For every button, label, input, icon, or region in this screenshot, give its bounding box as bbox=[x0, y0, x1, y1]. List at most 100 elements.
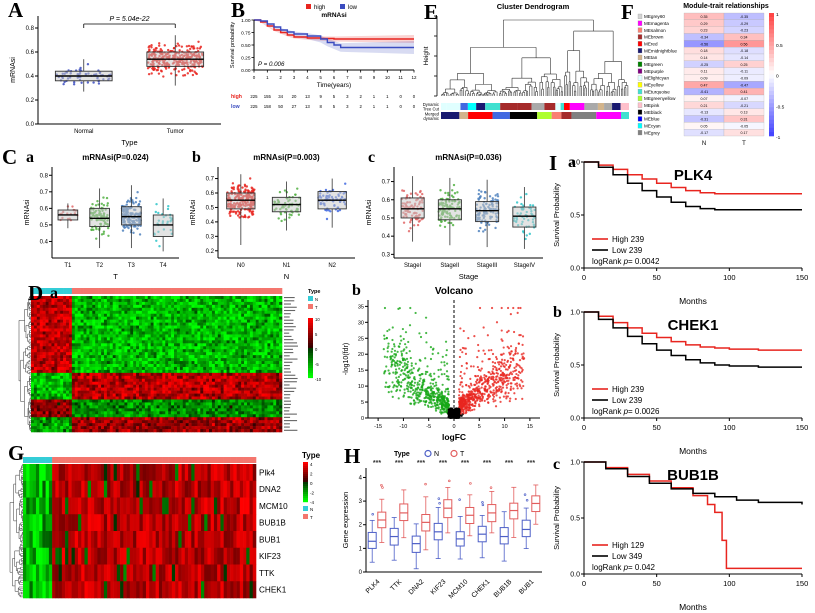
panel-C-boxplot-T: 0.4 0.5 0.6 0.7 0.8 mRNAsi mRNAsi(P=0.024) T1 T2… bbox=[20, 150, 184, 282]
svg-text:0.50: 0.50 bbox=[241, 43, 251, 49]
svg-text:MEtan: MEtan bbox=[644, 55, 658, 60]
svg-text:-0.25: -0.25 bbox=[700, 63, 708, 67]
svg-text:Normal: Normal bbox=[74, 129, 93, 135]
svg-text:-0.23: -0.23 bbox=[740, 29, 748, 33]
svg-text:0.5: 0.5 bbox=[776, 43, 783, 49]
svg-text:0.3: 0.3 bbox=[206, 234, 215, 240]
sub-label-I-a: a bbox=[568, 154, 576, 171]
svg-text:-0.5: -0.5 bbox=[776, 104, 785, 110]
panel-label-C: C bbox=[2, 145, 18, 169]
svg-text:mRNAsi: mRNAsi bbox=[190, 199, 197, 225]
svg-text:-0.09: -0.09 bbox=[740, 77, 748, 81]
svg-text:MEgreenyellow: MEgreenyellow bbox=[644, 96, 676, 101]
svg-text:-0.05: -0.05 bbox=[740, 124, 748, 128]
chart-F-module-trait-heatmap: Module-trait relationships MEgrey60 0.35 -0… bbox=[637, 3, 785, 147]
svg-text:MEgrey: MEgrey bbox=[644, 130, 661, 135]
svg-text:N: N bbox=[702, 141, 706, 147]
panel-B-survival: high low mRNAsi 0.00 0.25 0.50 0.75 1.00 Surviva… bbox=[228, 0, 420, 152]
svg-text:MEbrown: MEbrown bbox=[644, 35, 664, 40]
svg-text:low: low bbox=[231, 104, 241, 110]
svg-text:MEturquoise: MEturquoise bbox=[644, 89, 670, 94]
chart-G-gene-heatmap: Plk4DNA2MCM10BUB1BBUB1KIF23TTKCHEK1Type4… bbox=[9, 451, 321, 599]
panel-label-B: B bbox=[231, 0, 246, 22]
svg-text:1: 1 bbox=[373, 94, 376, 99]
svg-text:0.17: 0.17 bbox=[741, 131, 748, 135]
svg-text:0.34: 0.34 bbox=[741, 36, 748, 40]
svg-text:T4: T4 bbox=[160, 263, 168, 269]
svg-text:P = 0.006: P = 0.006 bbox=[258, 61, 285, 68]
svg-text:155: 155 bbox=[264, 94, 272, 99]
svg-text:0: 0 bbox=[253, 75, 256, 80]
svg-text:T: T bbox=[113, 272, 118, 281]
svg-text:low: low bbox=[348, 5, 358, 11]
svg-text:0.05: 0.05 bbox=[701, 124, 708, 128]
panel-label-G: G bbox=[8, 441, 25, 465]
svg-text:Stage: Stage bbox=[459, 272, 479, 281]
svg-text:0.09: 0.09 bbox=[701, 77, 708, 81]
svg-text:MEred: MEred bbox=[644, 42, 658, 47]
svg-text:Time(years): Time(years) bbox=[317, 82, 351, 89]
svg-text:0.7: 0.7 bbox=[382, 180, 391, 186]
svg-text:StageI: StageI bbox=[404, 263, 422, 269]
svg-text:0.4: 0.4 bbox=[40, 239, 49, 245]
svg-text:0: 0 bbox=[413, 94, 416, 99]
svg-text:0.4: 0.4 bbox=[382, 234, 391, 240]
svg-text:-0.17: -0.17 bbox=[700, 131, 708, 135]
svg-text:-0.13: -0.13 bbox=[700, 111, 708, 115]
svg-text:2: 2 bbox=[359, 104, 362, 109]
svg-text:MEmidnightblue: MEmidnightblue bbox=[644, 48, 677, 53]
sub-label-I-b: b bbox=[553, 304, 562, 321]
sub-label-D-a: a bbox=[50, 285, 58, 302]
panel-label-A: A bbox=[8, 0, 24, 22]
svg-text:N1: N1 bbox=[283, 263, 291, 269]
svg-text:mRNAsi(P=0.024): mRNAsi(P=0.024) bbox=[82, 153, 149, 162]
svg-text:4: 4 bbox=[306, 75, 309, 80]
svg-text:MEmagenta: MEmagenta bbox=[644, 21, 669, 26]
svg-text:MEgrey60: MEgrey60 bbox=[644, 14, 665, 19]
svg-text:-0.21: -0.21 bbox=[740, 104, 748, 108]
svg-text:Module-trait relationships: Module-trait relationships bbox=[683, 3, 769, 10]
svg-text:MEyellow: MEyellow bbox=[644, 83, 664, 88]
svg-text:StageIII: StageIII bbox=[477, 263, 498, 269]
svg-text:Height: Height bbox=[423, 46, 430, 65]
svg-text:9: 9 bbox=[373, 75, 376, 80]
panel-I-km-CHEK1: CHEK1 0.0 0.5 1.0 0 50 100 150 Survival Probabil… bbox=[550, 306, 813, 457]
svg-text:0.8: 0.8 bbox=[26, 26, 35, 32]
svg-text:2: 2 bbox=[279, 75, 282, 80]
svg-text:0: 0 bbox=[399, 104, 402, 109]
svg-text:0.00: 0.00 bbox=[241, 68, 251, 74]
svg-text:MEcyan: MEcyan bbox=[644, 124, 661, 129]
svg-text:high: high bbox=[314, 5, 325, 11]
svg-text:1: 1 bbox=[386, 104, 389, 109]
svg-text:MEsalmon: MEsalmon bbox=[644, 28, 666, 33]
svg-text:-0.31: -0.31 bbox=[700, 118, 708, 122]
chart-Cb-boxplot: 0.2 0.3 0.4 0.5 0.6 0.7 mRNAsi mRNAsi(P=0.003) N… bbox=[190, 153, 355, 281]
svg-text:0.7: 0.7 bbox=[206, 177, 215, 183]
svg-text:0.47: 0.47 bbox=[701, 83, 708, 87]
svg-text:N0: N0 bbox=[237, 263, 245, 269]
sub-label-D-b: b bbox=[352, 282, 361, 299]
svg-text:Type: Type bbox=[121, 138, 137, 147]
svg-text:MEblue: MEblue bbox=[644, 117, 660, 122]
svg-text:MEpurple: MEpurple bbox=[644, 69, 664, 74]
svg-text:Merged: Merged bbox=[425, 112, 440, 117]
chart-Cc-boxplot: 0.3 0.4 0.5 0.6 0.7 mRNAsi mRNAsi(P=0.036) Stag… bbox=[366, 153, 543, 281]
svg-text:StageII: StageII bbox=[440, 263, 459, 269]
svg-text:-0.35: -0.35 bbox=[740, 15, 748, 19]
svg-text:5: 5 bbox=[333, 94, 336, 99]
svg-text:-0.47: -0.47 bbox=[740, 83, 748, 87]
svg-text:0.23: 0.23 bbox=[701, 29, 708, 33]
svg-text:0.56: 0.56 bbox=[741, 42, 748, 46]
panel-F-module-trait: Module-trait relationships MEgrey60 0.35 -0… bbox=[636, 0, 814, 162]
svg-text:-1: -1 bbox=[776, 135, 781, 141]
svg-text:N: N bbox=[284, 272, 289, 281]
sub-label-C-b: b bbox=[192, 149, 201, 166]
svg-text:0.07: 0.07 bbox=[701, 97, 708, 101]
svg-text:0.8: 0.8 bbox=[40, 173, 49, 179]
svg-text:0.6: 0.6 bbox=[206, 191, 215, 197]
svg-text:0.6: 0.6 bbox=[382, 198, 391, 204]
